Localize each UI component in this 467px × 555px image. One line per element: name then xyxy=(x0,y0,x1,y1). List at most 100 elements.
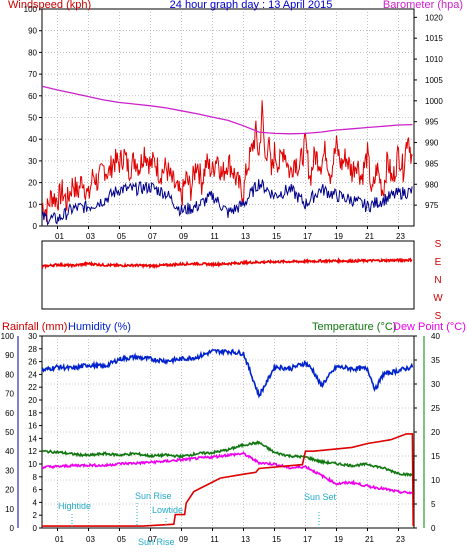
sunrise-bottom-label: Sun Rise xyxy=(138,537,175,547)
windspeed-ticks: 0 10 20 30 40 50 60 70 80 90 100 xyxy=(24,5,42,231)
windspeed-tick-label: 90 xyxy=(28,27,37,36)
temperature-axis-label: Temperature (°C) xyxy=(312,321,396,333)
panel3-series xyxy=(41,348,414,527)
barometer-line xyxy=(41,85,413,135)
wind-direction-line xyxy=(41,256,413,270)
temperature-tick-label: 5 xyxy=(431,500,436,509)
compass-label: S xyxy=(435,311,442,322)
temperature-line xyxy=(41,440,414,478)
hour-tick-label: 21 xyxy=(365,535,374,544)
windspeed-tick-label: 40 xyxy=(28,135,37,144)
windspeed-tick-label: 100 xyxy=(24,5,38,14)
windspeed-tick-label: 70 xyxy=(28,70,37,79)
barometer-tick-label: 990 xyxy=(425,139,439,148)
compass-label: N xyxy=(434,275,441,286)
humidity-tick-label: 30 xyxy=(28,332,37,341)
hour-tick-label: 15 xyxy=(272,535,281,544)
humidity-tick-label: 26 xyxy=(28,358,37,367)
hour-tick-label: 03 xyxy=(86,535,95,544)
windspeed-tick-label: 10 xyxy=(28,200,37,209)
barometer-tick-label: 1015 xyxy=(425,34,443,43)
temperature-tick-label: 30 xyxy=(431,380,440,389)
dewpoint-line xyxy=(41,451,414,495)
panel2-series xyxy=(41,256,413,270)
humidity-tick-label: 28 xyxy=(28,345,37,354)
barometer-tick-label: 995 xyxy=(425,118,439,127)
compass-label: S xyxy=(435,239,442,250)
hour-tick-label: 01 xyxy=(55,232,64,241)
windspeed-tick-label: 80 xyxy=(28,48,37,57)
rainfall-tick-label: 80 xyxy=(5,370,14,379)
temperature-tick-label: 10 xyxy=(431,476,440,485)
hour-tick-label: 13 xyxy=(241,232,250,241)
humidity-tick-label: 14 xyxy=(28,434,37,443)
hour-tick-label: 23 xyxy=(396,535,405,544)
panel1-series xyxy=(41,85,413,226)
rainfall-tick-label: 30 xyxy=(5,466,14,475)
compass-label: E xyxy=(435,257,442,268)
humidity-tick-label: 24 xyxy=(28,370,37,379)
hour-tick-label: 07 xyxy=(148,232,157,241)
chart-title: 24 hour graph day : 13 April 2015 xyxy=(170,0,333,11)
rainfall-ticks: 0 10 20 30 40 50 60 70 80 90 100 xyxy=(1,332,19,533)
humidity-tick-label: 18 xyxy=(28,409,37,418)
windspeed-line xyxy=(41,100,413,222)
humidity-tick-label: 12 xyxy=(28,447,37,456)
humidity-tick-label: 8 xyxy=(33,473,38,482)
rainfall-tick-label: 50 xyxy=(5,428,14,437)
windspeed-tick-label: 0 xyxy=(33,222,38,231)
hour-tick-label: 11 xyxy=(210,535,219,544)
barometer-tick-label: 1020 xyxy=(425,13,443,22)
temperature-tick-label: 0 xyxy=(431,524,436,533)
rainfall-axis-label: Rainfall (mm) xyxy=(2,321,67,333)
humidity-tick-label: 16 xyxy=(28,422,37,431)
rainfall-line xyxy=(42,433,414,527)
barometer-ticks: 975 980 985 990 995 1000 1005 1010 1015 1020 xyxy=(414,13,443,210)
rainfall-tick-label: 40 xyxy=(5,447,14,456)
panel1-hour-ticks: 01 03 05 07 09 11 13 15 17 19 21 23 xyxy=(55,226,405,241)
temperature-tick-label: 25 xyxy=(431,404,440,413)
temperature-tick-label: 40 xyxy=(431,332,440,341)
humidity-line xyxy=(41,348,414,399)
hour-tick-label: 01 xyxy=(55,535,64,544)
panel3-hour-ticks: 01 03 05 07 09 11 13 15 17 19 21 23 xyxy=(55,528,405,544)
rainfall-tick-label: 70 xyxy=(5,390,14,399)
rainfall-tick-label: 20 xyxy=(5,486,14,495)
hour-tick-label: 19 xyxy=(334,535,343,544)
compass-label: W xyxy=(433,293,443,304)
temperature-tick-label: 15 xyxy=(431,452,440,461)
rainfall-tick-label: 0 xyxy=(10,524,15,533)
panel1-grid xyxy=(42,9,414,226)
humidity-tick-label: 20 xyxy=(28,396,37,405)
rainfall-tick-label: 100 xyxy=(1,332,15,341)
hour-tick-label: 07 xyxy=(148,535,157,544)
hour-tick-label: 09 xyxy=(179,232,188,241)
hour-tick-label: 17 xyxy=(303,535,312,544)
sunrise-label: Sun Rise xyxy=(135,491,172,501)
panel2-frame xyxy=(41,240,415,310)
hour-tick-label: 13 xyxy=(241,535,250,544)
hour-tick-label: 21 xyxy=(365,232,374,241)
barometer-tick-label: 1010 xyxy=(425,55,443,64)
hour-tick-label: 11 xyxy=(210,232,219,241)
temperature-tick-label: 35 xyxy=(431,356,440,365)
hour-tick-label: 17 xyxy=(303,232,312,241)
windspeed-tick-label: 50 xyxy=(28,114,37,123)
humidity-axis-label: Humidity (%) xyxy=(68,321,131,333)
humidity-tick-label: 22 xyxy=(28,383,37,392)
hour-tick-label: 19 xyxy=(334,232,343,241)
temperature-tick-label: 20 xyxy=(431,428,440,437)
windspeed-axis-label: Windspeed (kph) xyxy=(8,0,91,11)
windspeed-tick-label: 60 xyxy=(28,92,37,101)
humidity-tick-label: 0 xyxy=(33,524,38,533)
barometer-tick-label: 985 xyxy=(425,159,439,168)
hour-tick-label: 05 xyxy=(117,535,126,544)
dewpoint-axis-label: Dew Point (°C) xyxy=(393,321,466,333)
windspeed-tick-label: 20 xyxy=(28,179,37,188)
hour-tick-label: 05 xyxy=(117,232,126,241)
temperature-ticks: 0 5 10 15 20 25 30 35 40 xyxy=(414,332,440,533)
lowtide-label: Lowtide xyxy=(152,505,183,515)
